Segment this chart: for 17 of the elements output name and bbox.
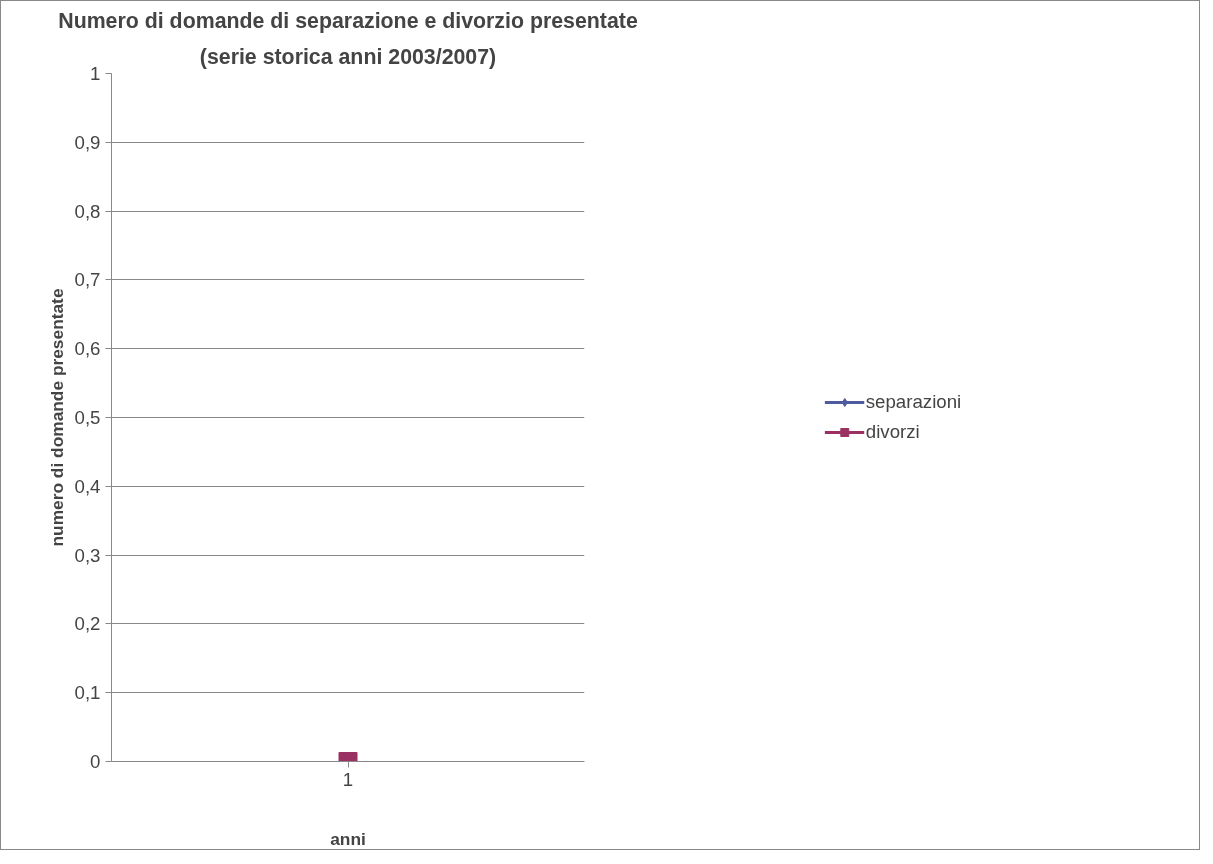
y-tick-label: 0,1	[74, 682, 101, 704]
y-tick-label: 0,4	[74, 475, 101, 497]
y-tick-label: 0	[90, 751, 101, 772]
y-axis-title: numero di domande presentate	[46, 288, 67, 547]
y-tick-label: 0,6	[74, 338, 101, 360]
y-tick-label: 0,2	[74, 613, 101, 635]
y-tick-label: 0,7	[74, 269, 101, 291]
y-tick-label: 0,9	[74, 131, 101, 153]
legend-label: separazioni	[865, 391, 962, 413]
chart-title: Numero di domande di separazione e divorzio presentate	[58, 8, 638, 33]
y-tick-label: 1	[90, 63, 101, 84]
y-tick-label: 0,3	[74, 544, 101, 566]
y-tick-label: 0,8	[74, 200, 101, 222]
x-axis-title: anni	[330, 828, 366, 849]
y-tick-label: 0,5	[74, 407, 101, 428]
legend-label: divorzi	[865, 421, 920, 443]
chart-subtitle: (serie storica anni 2003/2007)	[199, 44, 497, 69]
